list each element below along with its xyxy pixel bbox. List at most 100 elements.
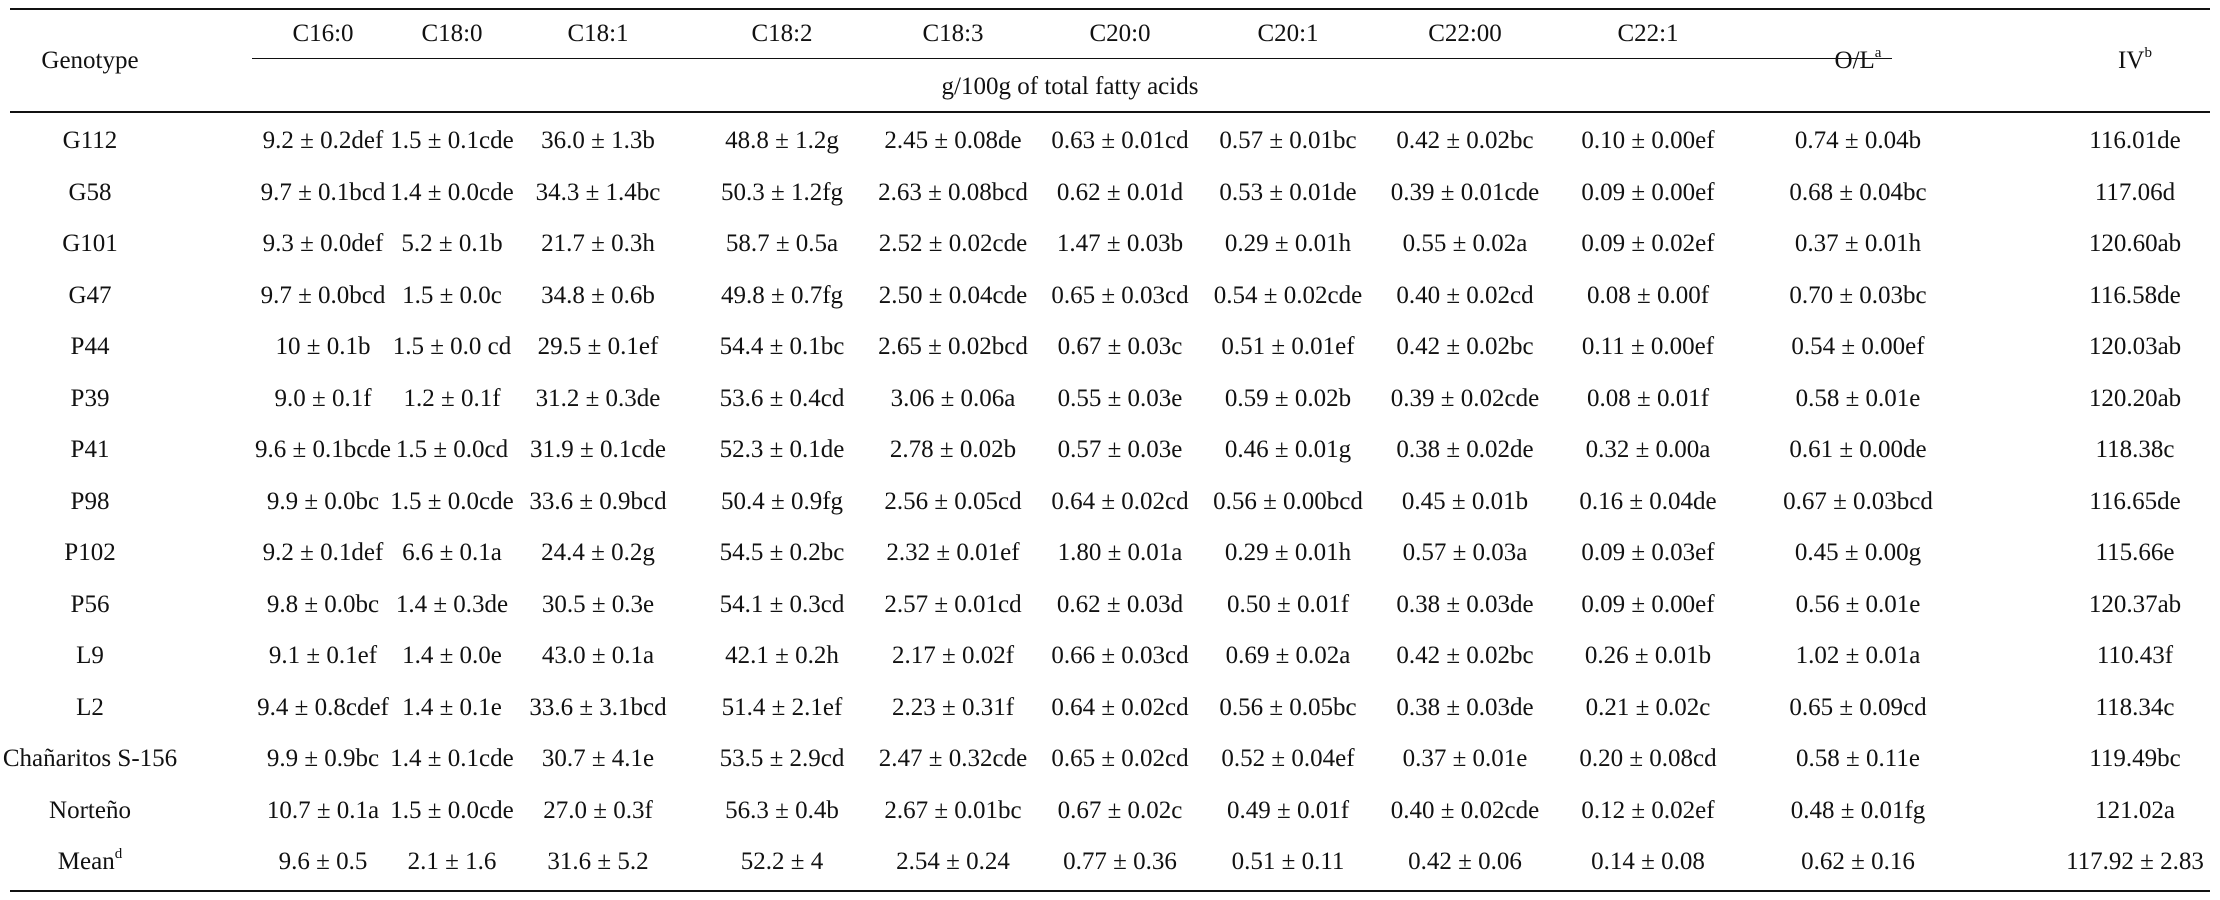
- row-2-cell-1: 5.2 ± 0.1b: [401, 231, 502, 256]
- header-genotype-text: Genotype: [41, 47, 139, 74]
- row-4-cell-8: 0.11 ± 0.00ef: [1582, 334, 1714, 359]
- row-9-cell-8-text: 0.09 ± 0.00ef: [1581, 590, 1715, 618]
- row-12-cell-5-text: 0.65 ± 0.02cd: [1051, 745, 1189, 772]
- row-0-cell-8-text: 0.10 ± 0.00ef: [1581, 127, 1715, 154]
- row-12-cell-9-text: 0.58 ± 0.11e: [1796, 745, 1920, 772]
- row-6-cell-3: 52.3 ± 0.1de: [720, 437, 845, 462]
- mean-label-text: Mean: [57, 848, 115, 875]
- row-6-cell-2: 31.9 ± 0.1cde: [530, 437, 666, 462]
- row-11-cell-10: 118.34c: [2096, 695, 2175, 720]
- row-2-cell-1-text: 5.2 ± 0.1b: [401, 230, 503, 257]
- row-1-cell-4: 2.63 ± 0.08bcd: [878, 180, 1028, 205]
- row-7-cell-9-text: 0.67 ± 0.03bcd: [1783, 487, 1933, 515]
- row-6-cell-9-text: 0.61 ± 0.00de: [1789, 436, 1927, 463]
- row-1-cell-9-text: 0.68 ± 0.04bc: [1789, 178, 1927, 206]
- row-7-genotype-text: P98: [70, 487, 110, 515]
- row-5-cell-1-text: 1.2 ± 0.1f: [403, 384, 501, 412]
- row-7-cell-7: 0.45 ± 0.01b: [1402, 489, 1528, 514]
- mean-cell-6-text: 0.51 ± 0.11: [1231, 848, 1345, 875]
- row-13-genotype: Norteño: [49, 798, 131, 823]
- row-12-cell-7: 0.37 ± 0.01e: [1403, 746, 1528, 771]
- row-1-cell-0-text: 9.7 ± 0.1bcd: [260, 178, 386, 206]
- row-13-cell-6: 0.49 ± 0.01f: [1227, 798, 1349, 823]
- row-13-cell-5-text: 0.67 ± 0.02c: [1057, 796, 1183, 824]
- row-5-cell-5-text: 0.55 ± 0.03e: [1057, 384, 1183, 412]
- row-9-cell-9: 0.56 ± 0.01e: [1796, 592, 1921, 617]
- row-12-cell-4-text: 2.47 ± 0.32cde: [878, 745, 1028, 772]
- row-9-genotype-text: P56: [70, 590, 110, 618]
- row-8-cell-7-text: 0.57 ± 0.03a: [1402, 539, 1528, 566]
- row-6-cell-9: 0.61 ± 0.00de: [1789, 437, 1926, 462]
- header-genotype: Genotype: [41, 48, 138, 73]
- row-3-cell-4-text: 2.50 ± 0.04cde: [878, 281, 1028, 309]
- mean-cell-1-text: 2.1 ± 1.6: [407, 848, 497, 875]
- row-10-cell-8: 0.26 ± 0.01b: [1585, 643, 1711, 668]
- row-10-cell-3: 42.1 ± 0.2h: [725, 643, 839, 668]
- mean-cell-7: 0.42 ± 0.06: [1408, 849, 1522, 874]
- row-4-cell-8-text: 0.11 ± 0.00ef: [1581, 333, 1715, 360]
- row-11-cell-8: 0.21 ± 0.02c: [1586, 695, 1711, 720]
- row-4-cell-2-text: 29.5 ± 0.1ef: [537, 333, 659, 360]
- row-3-cell-2-text: 34.8 ± 0.6b: [541, 281, 655, 309]
- row-9-cell-1: 1.4 ± 0.3de: [396, 592, 508, 617]
- row-8-cell-8-text: 0.09 ± 0.03ef: [1581, 539, 1715, 566]
- row-8-cell-9: 0.45 ± 0.00g: [1795, 540, 1921, 565]
- row-0-cell-3: 48.8 ± 1.2g: [725, 128, 839, 153]
- row-12-cell-5: 0.65 ± 0.02cd: [1051, 746, 1188, 771]
- row-9-cell-10-text: 120.37ab: [2088, 590, 2182, 618]
- row-5-cell-7-text: 0.39 ± 0.02cde: [1390, 384, 1540, 412]
- row-12-cell-0-text: 9.9 ± 0.9bc: [266, 745, 380, 772]
- row-0-cell-4: 2.45 ± 0.08de: [884, 128, 1021, 153]
- mean-cell-1: 2.1 ± 1.6: [408, 849, 497, 874]
- mean-cell-3-text: 52.2 ± 4: [740, 848, 824, 875]
- row-11-cell-4-text: 2.23 ± 0.31f: [891, 693, 1015, 721]
- mean-cell-8-text: 0.14 ± 0.08: [1591, 848, 1705, 875]
- row-5-cell-1: 1.2 ± 0.1f: [403, 386, 500, 411]
- row-9-cell-6-text: 0.50 ± 0.01f: [1226, 590, 1350, 618]
- mean-cell-3: 52.2 ± 4: [741, 849, 823, 874]
- row-0-cell-5: 0.63 ± 0.01cd: [1051, 128, 1188, 153]
- row-5-cell-3-text: 53.6 ± 0.4cd: [719, 384, 845, 412]
- row-8-cell-8: 0.09 ± 0.03ef: [1581, 540, 1714, 565]
- row-13-cell-3: 56.3 ± 0.4b: [725, 798, 839, 823]
- header-col-1: C18:0: [421, 21, 482, 46]
- header-ol: O/La: [1835, 45, 1882, 74]
- row-9-cell-8: 0.09 ± 0.00ef: [1581, 592, 1714, 617]
- row-10-cell-1: 1.4 ± 0.0e: [402, 643, 502, 668]
- row-8-cell-10-text: 115.66e: [2095, 539, 2175, 566]
- top-rule: [10, 8, 2210, 10]
- row-3-cell-0: 9.7 ± 0.0bcd: [261, 283, 386, 308]
- row-4-cell-0: 10 ± 0.1b: [276, 334, 371, 359]
- row-0-cell-9-text: 0.74 ± 0.04b: [1794, 127, 1922, 154]
- row-13-cell-4-text: 2.67 ± 0.01bc: [884, 796, 1022, 824]
- row-6-cell-5-text: 0.57 ± 0.03e: [1057, 436, 1183, 463]
- row-5-cell-10-text: 120.20ab: [2088, 384, 2182, 412]
- mean-cell-2: 31.6 ± 5.2: [547, 849, 648, 874]
- row-12-cell-3-text: 53.5 ± 2.9cd: [719, 745, 845, 772]
- row-2-cell-5-text: 1.47 ± 0.03b: [1056, 230, 1184, 257]
- row-12-genotype: Chañaritos S-156: [3, 746, 177, 771]
- row-11-cell-4: 2.23 ± 0.31f: [892, 695, 1014, 720]
- mean-cell-0-text: 9.6 ± 0.5: [278, 848, 368, 875]
- row-11-cell-9: 0.65 ± 0.09cd: [1789, 695, 1926, 720]
- header-ol-superscript: a: [1874, 45, 1882, 61]
- row-12-cell-3: 53.5 ± 2.9cd: [720, 746, 845, 771]
- row-5-cell-8: 0.08 ± 0.01f: [1587, 386, 1709, 411]
- row-7-cell-2: 33.6 ± 0.9bcd: [529, 489, 666, 514]
- row-3-cell-8: 0.08 ± 0.00f: [1587, 283, 1709, 308]
- row-10-cell-5: 0.66 ± 0.03cd: [1051, 643, 1188, 668]
- row-6-cell-0-text: 9.6 ± 0.1bcde: [255, 436, 391, 463]
- row-1-cell-2: 34.3 ± 1.4bc: [536, 180, 661, 205]
- row-1-cell-5-text: 0.62 ± 0.01d: [1056, 178, 1184, 206]
- row-12-cell-9: 0.58 ± 0.11e: [1796, 746, 1920, 771]
- row-3-cell-2: 34.8 ± 0.6b: [541, 283, 655, 308]
- row-2-cell-4-text: 2.52 ± 0.02cde: [878, 230, 1028, 257]
- row-7-cell-8-text: 0.16 ± 0.04de: [1579, 487, 1717, 515]
- row-3-cell-8-text: 0.08 ± 0.00f: [1586, 281, 1710, 309]
- row-4-cell-4-text: 2.65 ± 0.02bcd: [878, 333, 1028, 360]
- row-13-cell-9-text: 0.48 ± 0.01fg: [1790, 796, 1926, 824]
- row-0-cell-3-text: 48.8 ± 1.2g: [725, 127, 839, 154]
- row-3-cell-1: 1.5 ± 0.0c: [402, 283, 502, 308]
- row-9-cell-7: 0.38 ± 0.03de: [1396, 592, 1533, 617]
- row-2-cell-4: 2.52 ± 0.02cde: [879, 231, 1027, 256]
